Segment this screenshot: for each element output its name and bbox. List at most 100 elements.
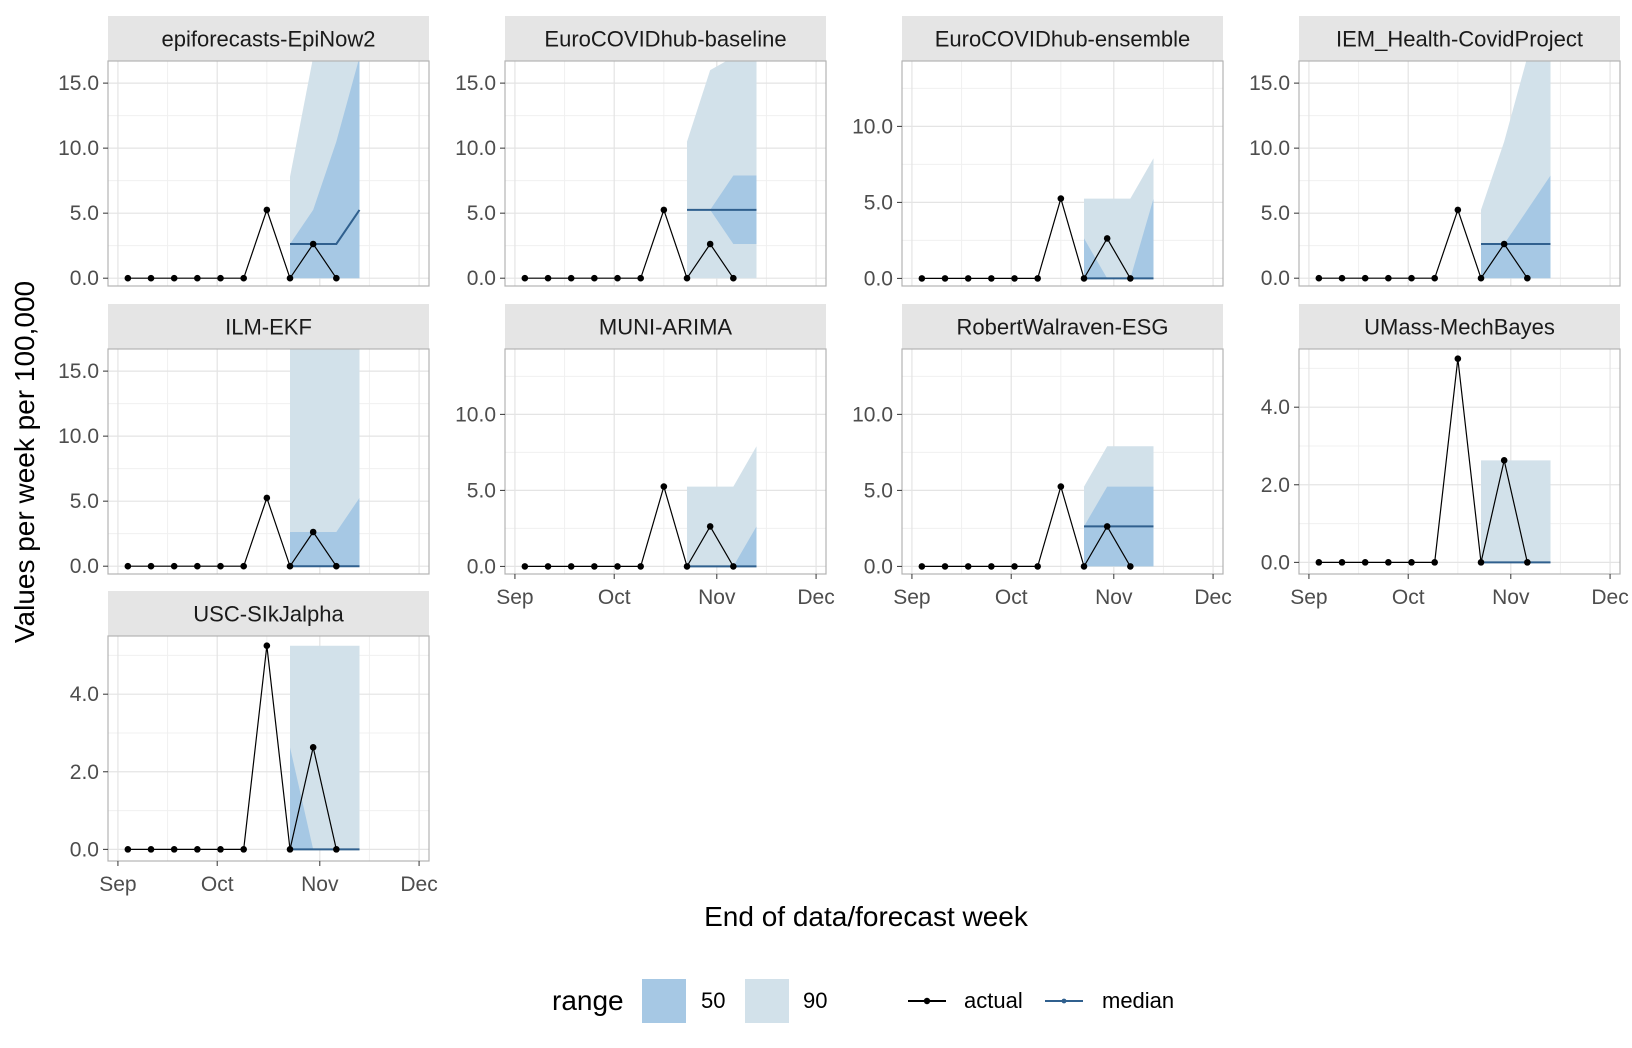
actual-point [286, 846, 294, 853]
actual-point [730, 563, 737, 570]
panel-data [124, 61, 361, 282]
actual-point [1524, 559, 1531, 566]
panel-background [1299, 61, 1620, 286]
panel-grid [108, 636, 429, 861]
panel-strip [108, 591, 429, 636]
x-axis-title: End of data/forecast week [704, 901, 1029, 932]
actual-point [217, 274, 224, 282]
panel-border [1298, 60, 1621, 287]
y-tick-label: 2.0 [1261, 474, 1290, 497]
legend: range 50 90 actual median [552, 979, 1174, 1023]
x-tick-label: Dec [400, 873, 437, 896]
y-tick-label: 0.0 [467, 267, 496, 290]
y-tick-label: 10.0 [852, 403, 893, 426]
panel-title: UMass-MechBayes [1364, 315, 1555, 340]
y-tick-label: 4.0 [1261, 396, 1290, 419]
actual-point [263, 642, 271, 649]
actual-point [730, 274, 737, 282]
panel-background [108, 61, 429, 286]
y-tick-label: 0.0 [864, 555, 893, 578]
legend-range-title: range [552, 985, 624, 1016]
panels: epiforecasts-EpiNow20.05.010.015.0EuroCO… [58, 16, 1629, 896]
actual-point [124, 846, 132, 853]
y-tick-label: 0.0 [864, 267, 893, 290]
actual-point [964, 563, 972, 570]
y-tick-label: 10.0 [58, 425, 99, 448]
actual-point [309, 528, 317, 536]
y-tick-label: 10.0 [1249, 137, 1290, 160]
actual-point [706, 523, 714, 530]
actual-point [614, 274, 621, 282]
legend-key-90 [745, 979, 789, 1023]
panel-title: RobertWalraven-ESG [957, 315, 1169, 340]
panel-border [107, 635, 430, 862]
panel-eurocovidhub-ensemble: EuroCOVIDhub-ensemble 0.0 5.0 10.0 [852, 16, 1224, 290]
actual-point [333, 274, 340, 282]
actual-point [521, 563, 529, 570]
panel-strip [108, 304, 429, 349]
actual-point [1431, 559, 1438, 566]
actual-point [1477, 274, 1485, 282]
x-tick-label: Sep [893, 586, 930, 609]
y-tick-label: 0.0 [1261, 551, 1290, 574]
actual-point [1408, 559, 1415, 566]
actual-point [1408, 274, 1415, 282]
x-tick-label: Oct [1392, 586, 1425, 609]
actual-point [1011, 275, 1018, 282]
actual-point [1524, 274, 1531, 282]
actual-point [567, 274, 575, 282]
actual-point [170, 562, 178, 570]
panel-data [521, 446, 757, 570]
panel-background [505, 61, 826, 286]
y-tick-label: 10.0 [455, 137, 496, 160]
actual-point [941, 275, 949, 282]
actual-point [1127, 563, 1134, 570]
panel-umass-mechbayes: UMass-MechBayes 0.0 2.0 4.0 Sep Oct Nov Dec [1261, 304, 1629, 609]
actual-point [124, 274, 132, 282]
x-tick-label: Nov [1095, 586, 1133, 609]
panel-border [107, 60, 430, 287]
panel-data [918, 446, 1154, 570]
y-tick-label: 15.0 [58, 72, 99, 95]
actual-point [1338, 559, 1346, 566]
actual-line [921, 196, 1131, 280]
y-tick-label: 5.0 [1261, 202, 1290, 225]
panel-title: MUNI-ARIMA [599, 315, 733, 340]
actual-point [964, 275, 972, 282]
y-tick-label: 5.0 [467, 479, 496, 502]
actual-point [1385, 559, 1392, 566]
actual-point [614, 563, 621, 570]
panel-epiforecasts-epinow2: epiforecasts-EpiNow2 0.0 5.0 10.0 15.0 [58, 16, 430, 290]
actual-point [918, 275, 926, 282]
panel-background [505, 349, 826, 574]
panel-ilm-ekf: ILM-EKF 0.0 5.0 10.0 15.0 [58, 304, 430, 578]
actual-line [921, 484, 1131, 568]
x-tick-label: Oct [201, 873, 234, 896]
actual-point [286, 562, 294, 570]
panel-border [901, 348, 1224, 575]
panel-data [124, 642, 360, 853]
actual-point [263, 494, 271, 502]
y-tick-label: 0.0 [70, 267, 99, 290]
panel-background [902, 349, 1223, 574]
y-tick-label: 5.0 [864, 479, 893, 502]
actual-point [309, 744, 317, 751]
actual-point [988, 275, 995, 282]
actual-point [1361, 274, 1369, 282]
actual-point [1103, 235, 1111, 242]
x-tick-label: Dec [1194, 586, 1231, 609]
actual-point [170, 274, 178, 282]
actual-line [127, 496, 337, 568]
actual-point [240, 274, 247, 282]
panel-data [1315, 61, 1551, 282]
actual-line [524, 484, 734, 568]
actual-point [1080, 563, 1088, 570]
panel-background [1299, 349, 1620, 574]
x-tick-label: Oct [995, 586, 1028, 609]
panel-robertwalraven-esg: RobertWalraven-ESG 0.0 5.0 10.0 Sep Oct Nov Dec [852, 304, 1232, 609]
actual-point [1500, 457, 1508, 464]
y-tick-label: 0.0 [467, 555, 496, 578]
panel-title: EuroCOVIDhub-ensemble [935, 27, 1191, 52]
actual-line [1318, 208, 1528, 280]
actual-point [637, 563, 644, 570]
